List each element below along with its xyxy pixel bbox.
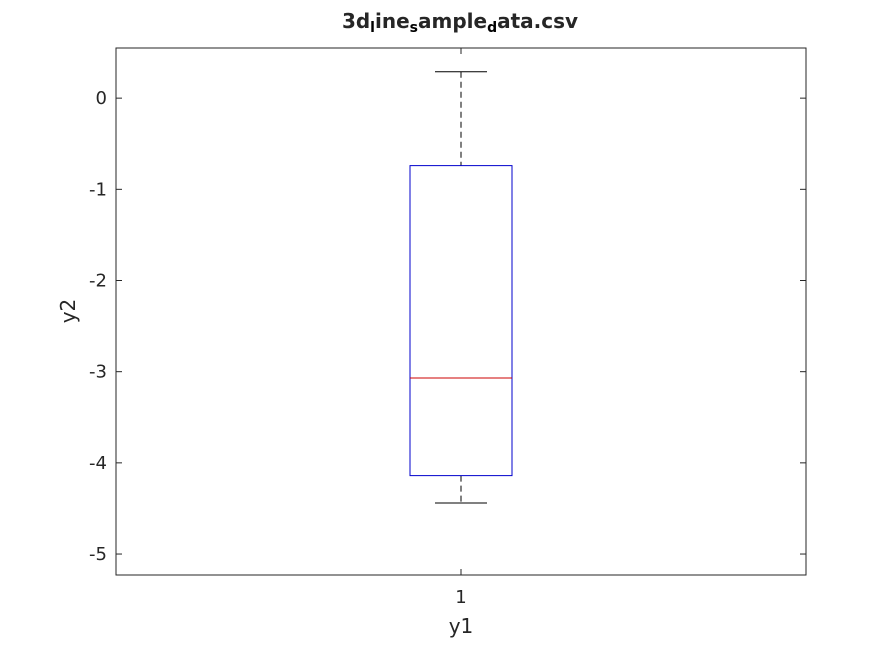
y-tick-label: -3 bbox=[89, 362, 107, 383]
title-segment: 3d bbox=[342, 9, 370, 33]
title-subscript: s bbox=[410, 20, 418, 36]
box-series bbox=[409, 71, 513, 504]
y-axis-ticks: 0 -1 -2 -3 -4 -5 bbox=[89, 88, 806, 565]
y-tick-label: -1 bbox=[89, 179, 107, 200]
y-tick-label: -5 bbox=[89, 544, 107, 565]
chart-title: 3dlinesampledata.csv bbox=[342, 9, 578, 36]
title-segment: ata.csv bbox=[497, 9, 578, 33]
title-subscript: l bbox=[370, 20, 375, 36]
y-axis-label: y2 bbox=[56, 299, 80, 324]
title-segment: ine bbox=[375, 9, 410, 33]
x-axis-label: y1 bbox=[449, 614, 474, 638]
interquartile-box bbox=[409, 165, 513, 477]
y-tick-label: 0 bbox=[96, 88, 107, 109]
x-axis-ticks: 1 bbox=[455, 48, 467, 608]
y-tick-label: -4 bbox=[89, 453, 107, 474]
y-tick-label: -2 bbox=[89, 271, 107, 292]
x-tick-label: 1 bbox=[455, 587, 466, 608]
title-subscript: d bbox=[487, 20, 497, 36]
title-segment: ample bbox=[418, 9, 487, 33]
